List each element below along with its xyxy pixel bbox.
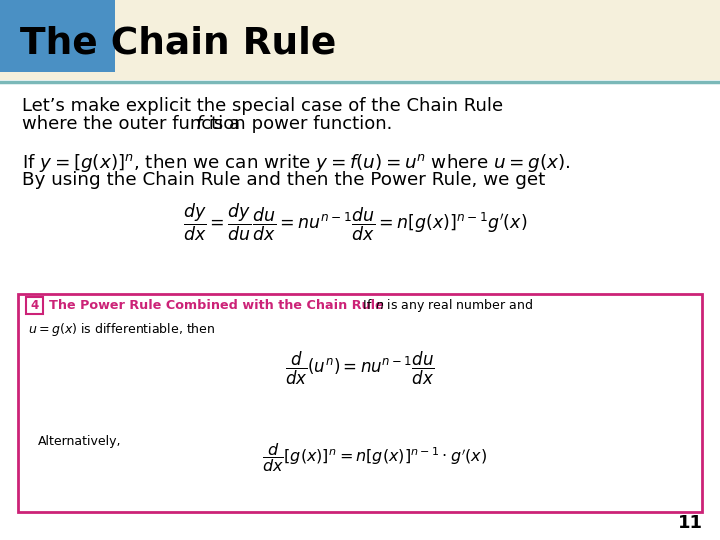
- Text: $u = g(x)$ is differentiable, then: $u = g(x)$ is differentiable, then: [28, 321, 215, 338]
- Text: where the outer function: where the outer function: [22, 115, 251, 133]
- Text: 11: 11: [678, 514, 703, 532]
- Text: f: f: [196, 115, 202, 133]
- Text: 4: 4: [30, 299, 39, 312]
- Text: $\dfrac{dy}{dx} = \dfrac{dy}{du}\dfrac{du}{dx} = nu^{n-1}\dfrac{du}{dx} = n[g(x): $\dfrac{dy}{dx} = \dfrac{dy}{du}\dfrac{d…: [183, 201, 527, 242]
- FancyBboxPatch shape: [0, 0, 115, 72]
- Text: The Power Rule Combined with the Chain Rule: The Power Rule Combined with the Chain R…: [49, 299, 384, 312]
- Text: $\dfrac{d}{dx}(u^n) = nu^{n-1}\dfrac{du}{dx}$: $\dfrac{d}{dx}(u^n) = nu^{n-1}\dfrac{du}…: [285, 349, 435, 387]
- FancyBboxPatch shape: [18, 294, 702, 512]
- Text: If $n$ is any real number and: If $n$ is any real number and: [355, 297, 533, 314]
- Text: is a  power function.: is a power function.: [203, 115, 392, 133]
- Text: By using the Chain Rule and then the Power Rule, we get: By using the Chain Rule and then the Pow…: [22, 171, 545, 189]
- Text: Alternatively,: Alternatively,: [38, 435, 122, 449]
- Text: The Chain Rule: The Chain Rule: [20, 25, 336, 61]
- FancyBboxPatch shape: [26, 297, 43, 314]
- FancyBboxPatch shape: [0, 0, 720, 80]
- Text: If $y = [g(x)]^n$, then we can write $y = f(u) = u^n$ where $u = g(x)$.: If $y = [g(x)]^n$, then we can write $y …: [22, 152, 571, 174]
- Text: $\dfrac{d}{dx}[g(x)]^n = n[g(x)]^{n-1} \cdot g'(x)$: $\dfrac{d}{dx}[g(x)]^n = n[g(x)]^{n-1} \…: [262, 442, 487, 475]
- Text: Let’s make explicit the special case of the Chain Rule: Let’s make explicit the special case of …: [22, 97, 503, 115]
